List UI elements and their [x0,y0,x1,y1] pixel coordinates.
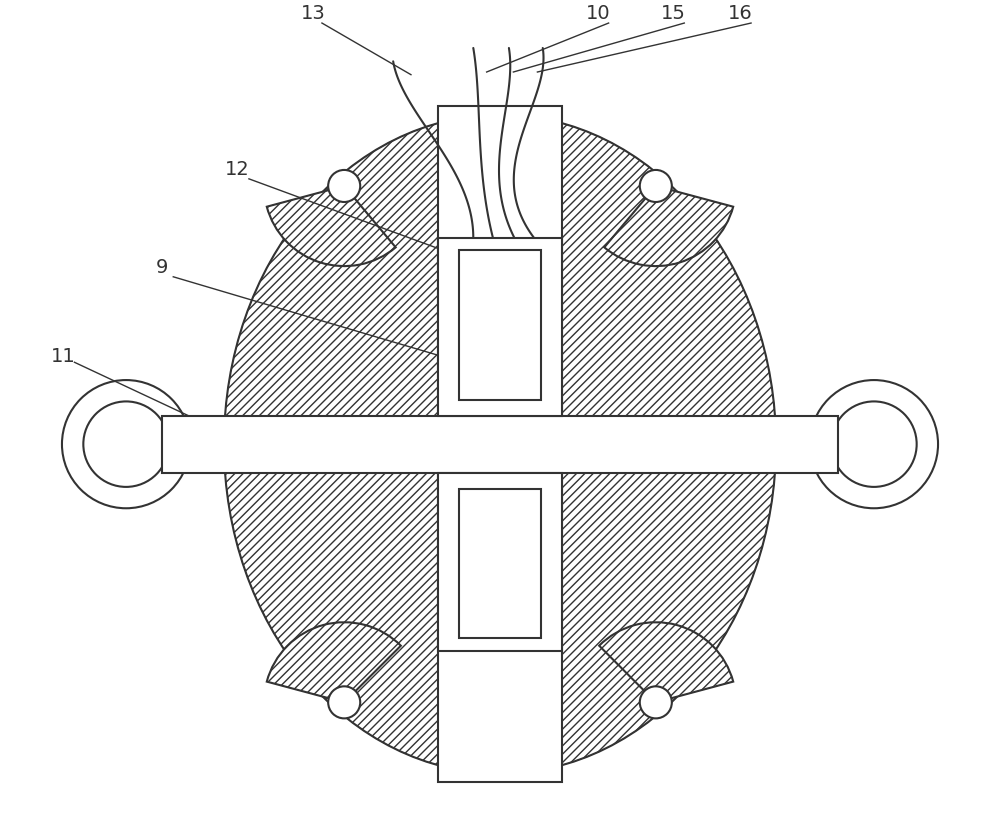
Circle shape [831,402,917,487]
Bar [459,251,541,400]
Circle shape [810,380,938,509]
Circle shape [640,170,672,203]
Circle shape [83,402,169,487]
Text: 16: 16 [728,4,753,23]
Bar [438,238,562,416]
Text: 13: 13 [301,4,325,23]
Wedge shape [604,187,733,267]
Wedge shape [599,623,733,702]
Text: 10: 10 [586,4,610,23]
Bar [438,473,562,651]
Text: 15: 15 [661,4,686,23]
Text: 12: 12 [225,160,250,179]
Circle shape [328,170,360,203]
Text: 11: 11 [51,347,76,366]
Text: 9: 9 [155,257,168,276]
Wedge shape [267,623,401,702]
Bar [438,107,562,782]
Circle shape [640,686,672,719]
Bar [162,416,838,473]
Ellipse shape [224,116,776,773]
Bar [459,489,541,638]
Circle shape [328,686,360,719]
Circle shape [62,380,190,509]
Wedge shape [267,187,396,267]
